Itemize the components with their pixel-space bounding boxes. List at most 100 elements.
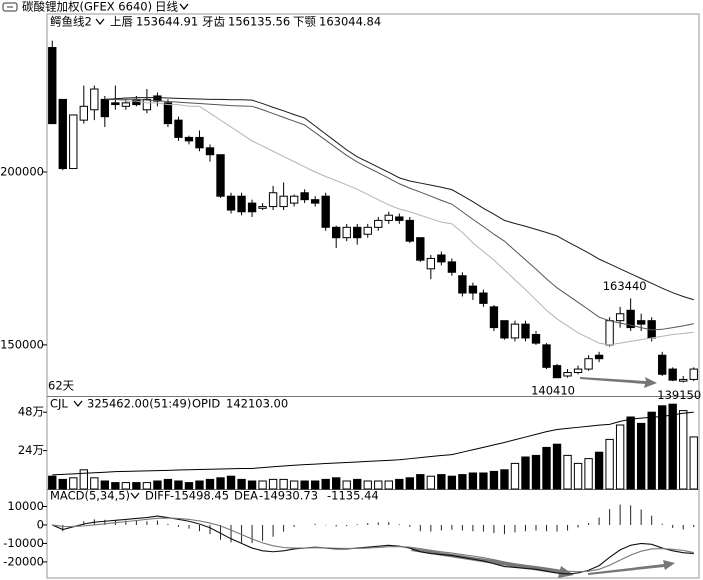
volume-bar [174,480,183,490]
volume-bar [437,474,446,490]
alligator-line [104,98,694,346]
volume-bar [647,411,656,490]
volume-bar [310,480,320,490]
volume-bar [679,410,688,490]
candle-body [226,195,236,211]
candle-body [594,354,604,360]
volume-bar [100,480,110,490]
y-tick-label: 0 [37,517,44,531]
macd-line [52,517,694,573]
period-dropdown-arrow[interactable] [179,3,189,11]
candle-body [353,226,362,239]
price-annotation: 140410 [531,384,575,398]
candle-body [479,292,488,304]
legend-label: DIFF [145,489,170,503]
volume-bar [479,472,488,490]
volume-bar [510,462,520,490]
indicator-name[interactable]: 鳄鱼线2 [50,15,92,29]
candle-body [615,313,625,322]
volume-bar [226,475,236,490]
trend-arrow [580,377,657,388]
legend-label: 牙齿 [202,15,225,29]
volume-bar [615,424,625,490]
candle-body [142,98,152,111]
volume-bar [153,480,162,490]
volume-bar [353,478,362,490]
candle-body [374,219,383,228]
volume-bar [605,438,614,490]
instrument-title: 碳酸锂加权(GFEX 6640) [22,0,152,14]
volume-bar [121,482,131,490]
y-tick-label: 24万 [18,443,44,457]
candle-body [216,154,225,197]
volume-bar [668,403,677,490]
legend-value: 325462.00(51:49) [87,397,191,411]
volume-bar [584,458,593,490]
candle-body [489,306,499,329]
legend-value: 163044.84 [319,15,381,29]
volume-bar [626,416,635,490]
volume-bar [363,480,372,490]
candle-body [174,119,183,138]
volume-bar [594,451,604,490]
candle-body [500,320,509,339]
candle-body [69,114,78,170]
candle-body [689,368,698,380]
legend-label: 下颚 [293,15,316,29]
legend-label: 上唇 [110,15,133,29]
legend-value: 153644.91 [136,15,198,29]
legend-value: 156135.56 [228,15,290,29]
candle-body [90,88,99,111]
volume-bar [79,469,88,490]
volume-bar [247,480,257,490]
volume-bar [69,477,78,490]
candle-body [405,219,414,242]
indicator-name[interactable]: MACD(5,34,5) [50,489,130,503]
legend-value: -1135.44 [327,489,379,503]
volume-bar [111,482,120,490]
candle-body [79,105,88,121]
legend-label: DEA [234,489,258,503]
candle-body [258,206,267,209]
candle-body [573,368,583,374]
candle-body [279,195,288,208]
volume-bar [573,462,583,490]
candle-body [458,275,467,294]
candle-body [679,378,688,382]
top-bar: 碳酸锂加权(GFEX 6640) 日线 [2,0,189,14]
indicator-dropdown-arrow[interactable] [95,18,105,25]
candle-body [58,98,67,170]
volume-bar [542,446,551,490]
candle-body [205,147,215,156]
volume-bar [447,475,457,490]
volume-bar [48,475,57,490]
candle-body [48,47,57,125]
indicator-dropdown-arrow[interactable] [130,492,140,499]
volume-bar [384,480,393,490]
volume-bar [58,478,67,490]
volume-bar [426,475,436,490]
alligator-line [104,98,694,331]
legend-value: 142103.00 [226,397,288,411]
volume-bar [521,456,530,490]
legend-label[interactable]: CJL [50,397,68,411]
volume-bar [258,480,267,490]
volume-bar [416,474,425,490]
volume-bar [300,480,309,490]
candle-body [268,192,278,208]
indicator-dropdown-arrow[interactable] [73,400,83,407]
volume-bar [142,482,152,490]
volume-bar [489,470,499,490]
volume-bar [289,480,299,490]
candle-body [332,226,341,239]
candle-body [563,372,572,377]
candle-body [321,195,330,228]
candle-body [100,98,110,118]
volume-bar [332,477,341,490]
y-tick-label: -20000 [3,554,44,568]
alligator-line [104,97,694,301]
period-selector[interactable]: 日线 [155,0,178,14]
volume-bar [184,482,194,490]
